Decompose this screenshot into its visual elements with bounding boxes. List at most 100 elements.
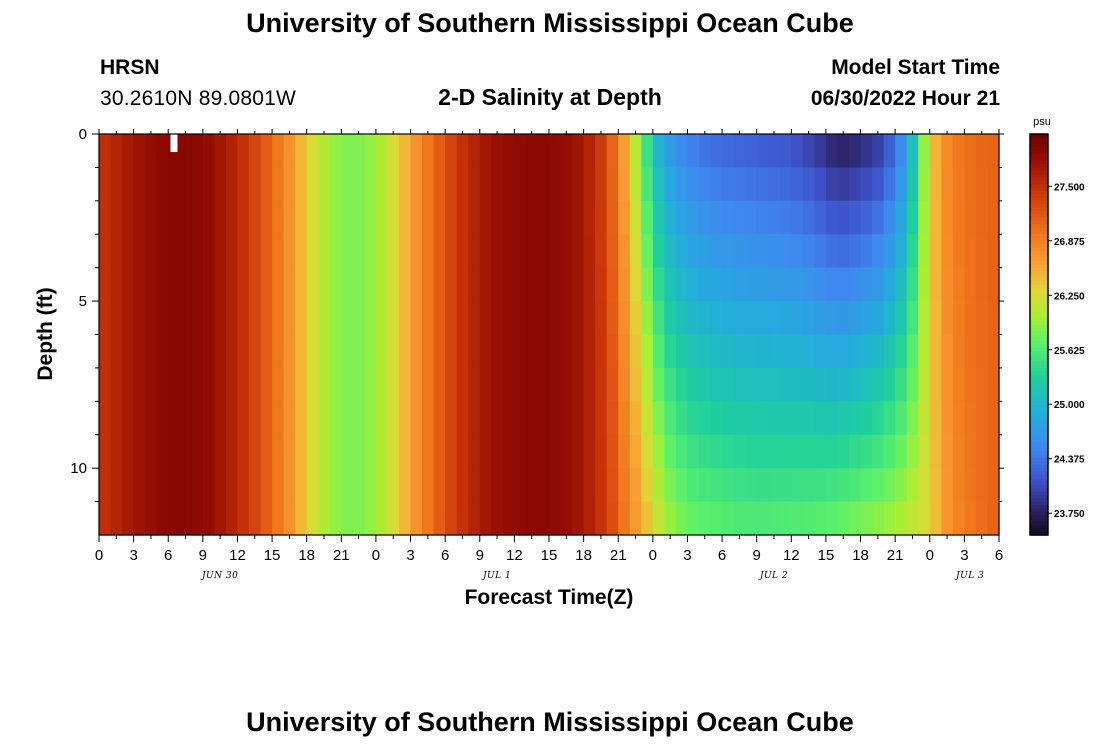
heatmap-cell: [122, 234, 135, 269]
heatmap-cell: [722, 200, 735, 235]
station-coordinates: 30.2610N 89.0801W: [100, 87, 297, 110]
heatmap-cell: [191, 468, 204, 503]
heatmap-cell: [549, 167, 562, 202]
colorbar-segment: [1030, 250, 1048, 255]
heatmap-cell: [272, 434, 285, 469]
heatmap-cell: [433, 134, 446, 169]
heatmap-cell: [883, 234, 896, 269]
heatmap-cell: [410, 234, 423, 269]
colorbar-segment: [1030, 394, 1048, 399]
colorbar-segment: [1030, 498, 1048, 503]
colorbar-segment: [1030, 347, 1048, 352]
colorbar-segment: [1030, 281, 1048, 285]
heatmap-cell: [802, 501, 815, 536]
heatmap-cell: [699, 234, 712, 269]
colorbar-segment: [1030, 424, 1048, 429]
heatmap-cell: [675, 468, 689, 503]
heatmap-cell: [502, 267, 515, 302]
colorbar-segment: [1030, 324, 1048, 329]
heatmap-cell: [237, 200, 250, 235]
heatmap-cell: [595, 434, 608, 469]
heatmap-cell: [364, 468, 377, 503]
heatmap-cell: [733, 301, 746, 336]
heatmap-cell: [191, 167, 204, 202]
colorbar-segment: [1030, 404, 1048, 409]
heatmap-cell: [583, 200, 596, 235]
heatmap-cell: [237, 134, 250, 169]
heatmap-cell: [595, 234, 608, 269]
heatmap-cell: [537, 167, 550, 202]
heatmap-cell: [837, 468, 850, 503]
heatmap-cell: [168, 367, 181, 402]
heatmap-cell: [341, 334, 354, 369]
heatmap-cell: [133, 200, 146, 235]
heatmap-cell: [733, 468, 746, 503]
heatmap-cell: [825, 468, 839, 503]
x-tick-label: 0: [372, 547, 380, 564]
heatmap-cell: [272, 367, 285, 402]
heatmap-cell: [837, 200, 850, 235]
heatmap-cell: [560, 234, 573, 269]
heatmap-cell: [225, 434, 239, 469]
heatmap-cell: [641, 334, 654, 369]
heatmap-cell: [825, 267, 839, 302]
heatmap-cell: [387, 267, 400, 302]
heatmap-cell: [225, 468, 239, 503]
heatmap-cell: [975, 367, 989, 402]
heatmap-cell: [918, 200, 931, 235]
heatmap-cell: [214, 134, 227, 169]
heatmap-cell: [814, 301, 827, 336]
x-tick-label: 18: [852, 547, 869, 564]
heatmap-cell: [699, 401, 712, 436]
heatmap-cell: [664, 501, 677, 536]
heatmap-cell: [479, 468, 492, 503]
heatmap-cell: [941, 234, 954, 269]
heatmap-cell: [987, 501, 1000, 536]
heatmap-cell: [502, 434, 515, 469]
heatmap-cell: [179, 134, 192, 169]
heatmap-cell: [583, 267, 596, 302]
heatmap-cell: [895, 301, 908, 336]
heatmap-cell: [952, 401, 965, 436]
heatmap-cell: [941, 367, 954, 402]
heatmap-cell: [410, 134, 423, 169]
heatmap-cell: [514, 367, 527, 402]
heatmap-cell: [191, 234, 204, 269]
heatmap-cell: [306, 434, 319, 469]
heatmap-cell: [941, 267, 954, 302]
heatmap-cell: [260, 167, 273, 202]
heatmap-cell: [387, 434, 400, 469]
heatmap-cell: [722, 501, 735, 536]
colorbar-segment: [1030, 190, 1048, 195]
heatmap-cell: [699, 301, 712, 336]
heatmap-cell: [156, 501, 169, 536]
heatmap-cell: [110, 134, 123, 169]
heatmap-cell: [99, 468, 112, 503]
heatmap-cell: [699, 167, 712, 202]
heatmap-cell: [952, 200, 965, 235]
heatmap-cell: [110, 267, 123, 302]
colorbar-segment: [1030, 464, 1048, 469]
heatmap-cell: [156, 334, 169, 369]
heatmap-cell: [699, 434, 712, 469]
heatmap-cell: [99, 501, 112, 536]
heatmap-cell: [745, 468, 758, 503]
heatmap-cell: [468, 434, 481, 469]
heatmap-cell: [375, 501, 389, 536]
heatmap-cell: [306, 367, 319, 402]
heatmap-cell: [122, 167, 135, 202]
colorbar-segment: [1030, 421, 1048, 426]
heatmap-cell: [387, 134, 400, 169]
heatmap-cell: [710, 468, 723, 503]
heatmap-cell: [375, 134, 389, 169]
heatmap-cell: [422, 367, 435, 402]
heatmap-cell: [214, 434, 227, 469]
heatmap-cell: [895, 267, 908, 302]
heatmap-cell: [283, 301, 296, 336]
heatmap-cell: [560, 401, 573, 436]
heatmap-cell: [99, 401, 112, 436]
heatmap-cell: [975, 334, 989, 369]
heatmap-cell: [975, 200, 989, 235]
heatmap-cell: [872, 401, 885, 436]
heatmap-cell: [410, 167, 423, 202]
